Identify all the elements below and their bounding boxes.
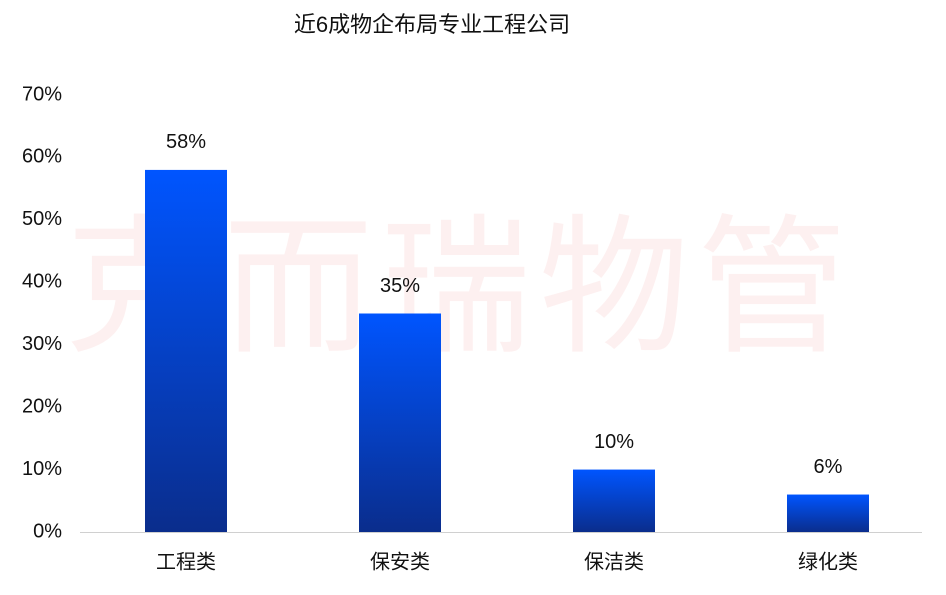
- bar: [145, 169, 227, 532]
- x-tick-label: 工程类: [156, 550, 216, 573]
- data-label: 58%: [166, 131, 206, 153]
- data-label: 35%: [380, 275, 420, 297]
- y-tick-label: 40%: [22, 271, 62, 293]
- bar: [787, 494, 869, 532]
- y-tick-label: 30%: [22, 333, 62, 355]
- x-tick-label: 绿化类: [798, 550, 858, 573]
- y-tick-label: 50%: [22, 208, 62, 230]
- y-tick-label: 20%: [22, 395, 62, 417]
- chart-title: 近6成物企布局专业工程公司: [294, 12, 570, 37]
- data-label: 10%: [594, 431, 634, 453]
- y-tick-label: 60%: [22, 146, 62, 168]
- x-tick-label: 保洁类: [584, 550, 644, 573]
- x-tick-label: 保安类: [370, 550, 430, 573]
- y-tick-label: 0%: [33, 520, 62, 542]
- bar: [359, 313, 441, 532]
- y-tick-label: 10%: [22, 458, 62, 480]
- y-tick-label: 70%: [22, 83, 62, 105]
- bar: [573, 469, 655, 532]
- data-label: 6%: [814, 456, 843, 478]
